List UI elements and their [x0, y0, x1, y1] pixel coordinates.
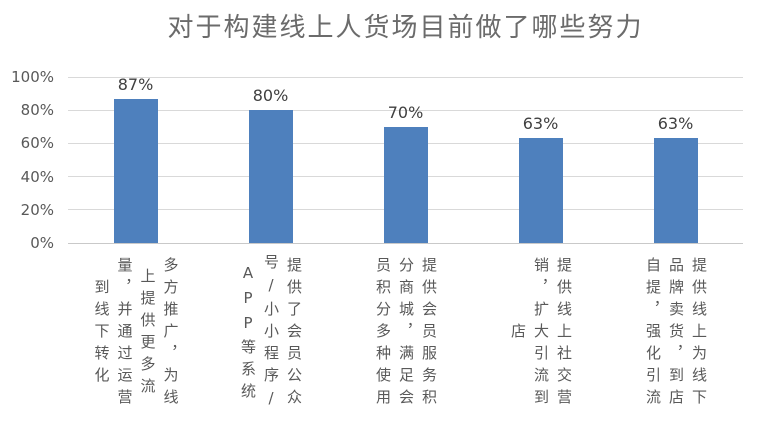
category-label: 提供线上社交营销，扩大引流到店 — [509, 257, 573, 411]
category-label: 提供了会员公众号/小小程序/APP等系统 — [239, 254, 303, 414]
x-axis-line — [68, 242, 743, 244]
y-axis-tick-label: 0% — [30, 234, 54, 252]
bar-value-label: 63% — [522, 114, 559, 134]
category-cell: 提供线上社交营销，扩大引流到店 — [473, 251, 608, 423]
bar-value-label: 87% — [117, 74, 154, 94]
category-cell: 提供线上为线下品牌卖货，到店自提，强化引流 — [608, 251, 743, 423]
bar[interactable] — [113, 98, 158, 243]
bar[interactable] — [653, 138, 698, 243]
y-axis-tick-label: 40% — [20, 167, 54, 186]
category-label: 提供线上为线下品牌卖货，到店自提，强化引流 — [644, 257, 708, 411]
category-cell: 提供会员服务积分商城，满足会员积分多种使用 — [338, 251, 473, 423]
category-cell: 提供了会员公众号/小小程序/APP等系统 — [203, 251, 338, 423]
bar-value-label: 80% — [252, 86, 289, 106]
bar[interactable] — [383, 126, 428, 243]
bar[interactable] — [248, 110, 293, 243]
category-label: 提供会员服务积分商城，满足会员积分多种使用 — [374, 257, 438, 411]
y-axis-tick-label: 20% — [20, 200, 54, 219]
y-axis-tick-label: 100% — [11, 68, 54, 86]
bar-value-label: 63% — [657, 114, 694, 134]
y-axis-tick-label: 60% — [20, 134, 54, 153]
category-cell: 多方推广，为线上提供更多流量，并通过运营到线下转化 — [68, 251, 203, 423]
bar-value-label: 70% — [387, 102, 424, 122]
bar[interactable] — [518, 138, 563, 243]
y-axis-tick-label: 80% — [20, 101, 54, 120]
gridline — [68, 76, 743, 78]
category-axis: 多方推广，为线上提供更多流量，并通过运营到线下转化 提供了会员公众号/小小程序/A… — [68, 251, 743, 423]
gridline — [68, 109, 743, 111]
chart-title: 对于构建线上人货场目前做了哪些努力 — [167, 13, 644, 43]
category-label: 多方推广，为线上提供更多流量，并通过运营到线下转化 — [92, 257, 180, 411]
